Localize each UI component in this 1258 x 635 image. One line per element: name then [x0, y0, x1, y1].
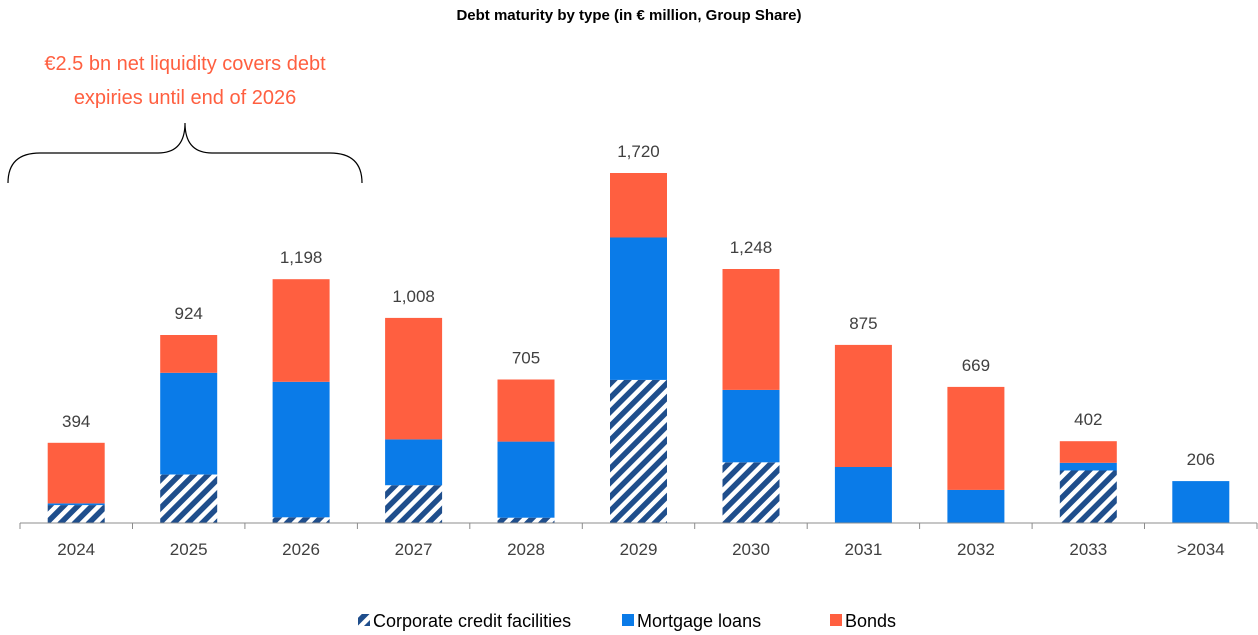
legend-label-bonds: Bonds [845, 611, 896, 631]
total-label-2032: 669 [962, 356, 990, 375]
bar-mortgage-loans-2025 [160, 372, 218, 475]
x-tick-label-2030: 2030 [732, 540, 770, 559]
bar-corporate-credit-facilities-2029 [610, 379, 667, 523]
bar-corporate-credit-facilities-2027 [385, 485, 443, 523]
legend-swatch-corporate-credit-facilities [358, 614, 370, 626]
bar-bonds-2031 [834, 344, 892, 467]
bar-bonds-2029 [610, 173, 667, 238]
total-label-2026: 1,198 [280, 248, 323, 267]
total-label-2034: 206 [1187, 450, 1215, 469]
bar-mortgage-loans-2034 [1172, 481, 1230, 523]
bar-corporate-credit-facilities-2024 [47, 505, 105, 523]
bar-mortgage-loans-2030 [722, 389, 780, 463]
bar-bonds-2033 [1059, 441, 1117, 463]
bars-layer [47, 173, 1230, 523]
x-tick-label-2034: >2034 [1177, 540, 1225, 559]
bar-mortgage-loans-2029 [610, 237, 667, 380]
bar-corporate-credit-facilities-2033 [1059, 470, 1117, 523]
total-label-2029: 1,720 [617, 142, 660, 161]
bar-bonds-2032 [947, 386, 1005, 490]
x-tick-label-2027: 2027 [395, 540, 433, 559]
labels-layer: 394 924 1,198 1,008 705 1,720 1,248 875 669 402 20… [62, 142, 1215, 469]
bar-corporate-credit-facilities-2028 [497, 517, 555, 523]
x-tick-label-2029: 2029 [620, 540, 658, 559]
legend-swatch-mortgage-loans [622, 614, 634, 626]
x-tick-label-2026: 2026 [282, 540, 320, 559]
x-tick-label-2028: 2028 [507, 540, 545, 559]
x-tick-label-2025: 2025 [170, 540, 208, 559]
bar-mortgage-loans-2024 [47, 503, 105, 506]
bar-mortgage-loans-2027 [385, 439, 443, 486]
bar-bonds-2026 [272, 279, 330, 382]
x-tick-label-2033: 2033 [1069, 540, 1107, 559]
chart-title: Debt maturity by type (in € million, Gro… [456, 7, 801, 24]
total-label-2027: 1,008 [392, 287, 435, 306]
total-label-2033: 402 [1074, 410, 1102, 429]
legend-swatch-bonds [830, 614, 842, 626]
total-label-2025: 924 [175, 304, 203, 323]
legend: Corporate credit facilities Mortgage loa… [358, 611, 896, 631]
bar-bonds-2025 [160, 335, 218, 373]
bar-bonds-2030 [722, 269, 780, 390]
legend-label-mortgage-loans: Mortgage loans [637, 611, 761, 631]
bar-bonds-2027 [385, 317, 443, 440]
total-label-2030: 1,248 [730, 238, 773, 257]
bar-mortgage-loans-2031 [834, 467, 892, 523]
bar-mortgage-loans-2028 [497, 441, 555, 518]
bar-mortgage-loans-2032 [947, 489, 1005, 523]
bar-bonds-2028 [497, 379, 555, 442]
ticks-layer: 2024 2025 2026 2027 2028 2029 2030 2031 2032 2033… [19, 523, 1258, 559]
total-label-2031: 875 [849, 314, 877, 333]
annotation-brace [7, 122, 363, 184]
bar-corporate-credit-facilities-2026 [272, 517, 330, 523]
bar-mortgage-loans-2033 [1059, 462, 1117, 471]
bar-corporate-credit-facilities-2025 [160, 474, 218, 523]
bar-bonds-2024 [47, 442, 105, 504]
x-tick-label-2031: 2031 [844, 540, 882, 559]
annotation-line-1: €2.5 bn net liquidity covers debt [44, 53, 326, 75]
total-label-2024: 394 [62, 412, 90, 431]
bar-corporate-credit-facilities-2030 [722, 462, 780, 523]
total-label-2028: 705 [512, 349, 540, 368]
annotation-line-2: expiries until end of 2026 [74, 87, 296, 109]
x-tick-label-2032: 2032 [957, 540, 995, 559]
x-tick-label-2024: 2024 [57, 540, 95, 559]
bar-mortgage-loans-2026 [272, 381, 330, 518]
legend-label-corporate-credit-facilities: Corporate credit facilities [373, 611, 571, 631]
